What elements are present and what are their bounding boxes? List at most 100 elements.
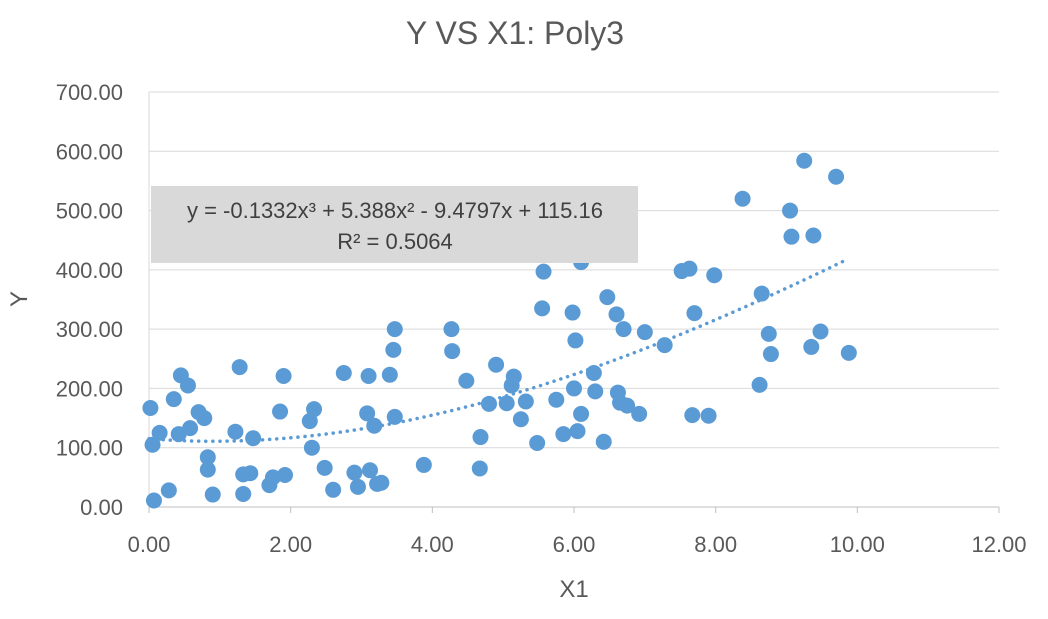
data-point — [165, 391, 182, 408]
trendline-r-squared: R² = 0.5064 — [337, 229, 453, 254]
data-point — [734, 190, 751, 207]
data-point — [751, 376, 768, 393]
data-point — [196, 410, 213, 427]
x-tick-labels: 0.00 2.00 4.00 6.00 8.00 10.00 12.00 — [128, 532, 1027, 557]
data-point — [760, 325, 777, 342]
data-point — [272, 403, 289, 420]
y-tick-label: 0.00 — [80, 495, 123, 520]
data-point — [245, 430, 262, 447]
data-point — [566, 380, 582, 397]
data-point — [359, 405, 376, 422]
data-point — [615, 321, 632, 338]
data-point — [535, 263, 552, 280]
data-point — [548, 391, 565, 408]
data-point — [782, 202, 799, 219]
data-point — [599, 289, 616, 306]
data-point — [619, 397, 636, 414]
data-point — [264, 469, 281, 486]
data-point — [360, 367, 377, 384]
data-point — [142, 399, 159, 416]
data-point — [498, 395, 515, 412]
x-tick-label: 2.00 — [269, 532, 312, 557]
data-point — [204, 486, 221, 503]
data-point — [235, 485, 252, 502]
data-point — [656, 337, 673, 354]
data-point — [242, 465, 259, 482]
data-point — [385, 341, 402, 358]
x-tick-label: 6.00 — [553, 532, 596, 557]
data-point — [444, 343, 461, 360]
data-point — [471, 460, 488, 477]
data-point — [840, 344, 857, 361]
data-point — [481, 395, 497, 412]
data-points — [142, 152, 857, 509]
x-tick-label: 12.00 — [971, 532, 1026, 557]
data-point — [684, 407, 701, 424]
data-point — [145, 492, 162, 509]
data-point — [608, 306, 625, 323]
data-point — [517, 393, 534, 410]
data-point — [231, 359, 248, 376]
data-point — [386, 321, 403, 338]
data-point — [812, 323, 829, 340]
data-point — [783, 228, 800, 245]
data-point — [362, 462, 378, 479]
data-point — [587, 383, 604, 400]
y-tick-label: 100.00 — [56, 436, 123, 461]
data-point — [415, 456, 432, 473]
data-point — [472, 429, 489, 446]
trendline-label-background — [151, 186, 638, 263]
data-point — [805, 227, 822, 244]
data-point — [275, 367, 292, 384]
data-point — [151, 424, 168, 441]
chart-title: Y VS X1: Poly3 — [406, 15, 624, 51]
y-tick-label: 200.00 — [56, 376, 123, 401]
data-point — [636, 324, 653, 341]
data-point — [488, 356, 505, 373]
data-point — [179, 377, 196, 394]
data-point — [796, 152, 813, 169]
data-point — [227, 423, 244, 440]
data-point — [458, 372, 475, 389]
data-point — [706, 267, 723, 284]
data-point — [386, 408, 403, 425]
data-point — [569, 423, 586, 440]
x-tick-label: 0.00 — [128, 532, 171, 557]
data-point — [443, 321, 460, 338]
y-tick-labels: 0.00 100.00 200.00 300.00 400.00 500.00 600.00… — [56, 80, 123, 520]
data-point — [373, 474, 390, 491]
trendline — [147, 257, 849, 444]
data-point — [762, 346, 779, 363]
data-point — [366, 417, 383, 434]
data-point — [199, 449, 216, 466]
data-point — [585, 365, 602, 382]
data-point — [573, 405, 590, 422]
data-point — [681, 260, 698, 277]
data-point — [316, 459, 333, 476]
x-axis-title: X1 — [559, 576, 588, 603]
x-tick-label: 8.00 — [694, 532, 737, 557]
trendline-label-box: y = -0.1332x³ + 5.388x² - 9.4797x + 115.… — [151, 186, 638, 263]
data-point — [567, 332, 584, 349]
data-point — [753, 285, 770, 302]
data-point — [346, 464, 363, 481]
data-point — [182, 420, 199, 437]
data-point — [306, 401, 323, 418]
data-point — [505, 368, 522, 385]
data-point — [303, 439, 320, 456]
y-tick-label: 500.00 — [56, 199, 123, 224]
data-point — [529, 434, 546, 451]
data-point — [381, 366, 398, 383]
data-point — [595, 433, 612, 450]
y-axis-title: Y — [6, 291, 33, 307]
data-point — [335, 365, 352, 382]
y-tick-label: 300.00 — [56, 317, 123, 342]
data-point — [803, 338, 820, 355]
data-point — [512, 411, 529, 428]
data-point — [534, 300, 551, 317]
axes — [148, 92, 1000, 513]
y-tick-label: 400.00 — [56, 258, 123, 283]
trendline-equation: y = -0.1332x³ + 5.388x² - 9.4797x + 115.… — [187, 198, 603, 223]
